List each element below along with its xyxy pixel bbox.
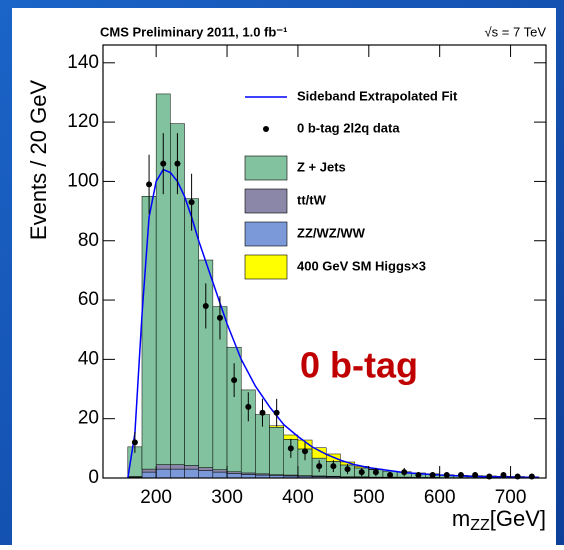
x-tick-label: 700 <box>495 487 527 508</box>
data-point <box>529 474 535 480</box>
legend-data-swatch <box>263 126 269 132</box>
histogram-bar <box>156 469 170 478</box>
data-point <box>430 472 436 478</box>
data-point <box>345 466 351 472</box>
y-tick-label: 100 <box>67 170 99 191</box>
legend-swatch <box>245 189 287 213</box>
x-tick-label: 300 <box>211 487 243 508</box>
data-point <box>415 472 421 478</box>
data-point <box>174 161 180 167</box>
x-axis-label-main: m <box>452 506 470 531</box>
data-point <box>160 161 166 167</box>
data-point <box>231 377 237 383</box>
data-point <box>259 410 265 416</box>
histogram-bar <box>185 199 199 466</box>
y-tick-label: 120 <box>67 111 99 132</box>
y-tick-label: 20 <box>78 408 99 429</box>
legend-label: 400 GeV SM Higgs×3 <box>297 258 426 273</box>
histogram-bar <box>213 472 227 478</box>
histogram-bar <box>185 466 199 470</box>
legend-swatch <box>245 255 287 279</box>
histogram-bar <box>142 196 156 469</box>
y-tick-label: 80 <box>78 230 99 251</box>
data-point <box>274 410 280 416</box>
data-point <box>373 469 379 475</box>
data-point <box>515 474 521 480</box>
legend-label: Z + Jets <box>297 159 346 174</box>
x-tick-label: 600 <box>424 487 456 508</box>
data-point <box>444 472 450 478</box>
legend-swatch <box>245 222 287 246</box>
chart-title: CMS Preliminary 2011, 1.0 fb⁻¹ <box>100 24 288 39</box>
y-axis-label: Events / 20 GeV <box>26 80 51 241</box>
x-axis-label-sub: ZZ <box>470 517 490 534</box>
data-point <box>387 472 393 478</box>
data-point <box>401 469 407 475</box>
subtitle: √s = 7 TeV <box>485 24 547 39</box>
legend-label: ZZ/WZ/WW <box>297 225 366 240</box>
data-point <box>330 463 336 469</box>
histogram-bar <box>227 474 241 478</box>
y-tick-label: 40 <box>78 348 99 369</box>
histogram-bar <box>170 469 184 478</box>
data-point <box>316 463 322 469</box>
histogram-bar <box>199 471 213 478</box>
annotation: 0 b-tag <box>300 345 418 386</box>
y-tick-label: 140 <box>67 52 99 73</box>
data-point <box>359 469 365 475</box>
data-point <box>217 315 223 321</box>
histogram-bar <box>185 469 199 478</box>
legend-label: tt/tW <box>297 192 327 207</box>
histogram-bar <box>156 465 170 469</box>
x-axis-label-unit: [GeV] <box>490 506 546 531</box>
histogram-bar <box>270 427 284 474</box>
x-tick-label: 400 <box>282 487 314 508</box>
data-point <box>486 474 492 480</box>
x-axis-label: mZZ[GeV] <box>452 506 546 534</box>
data-point <box>146 181 152 187</box>
histogram-bar <box>142 472 156 478</box>
y-tick-label: 60 <box>78 289 99 310</box>
y-tick-label: 0 <box>88 467 99 488</box>
histogram-bar <box>213 470 227 472</box>
data-point <box>458 472 464 478</box>
histogram-bar <box>199 468 213 471</box>
legend-label: 0 b-tag 2l2q data <box>297 120 400 135</box>
data-point <box>132 439 138 445</box>
data-point <box>203 303 209 309</box>
legend-label: Sideband Extrapolated Fit <box>297 88 458 103</box>
histogram-bar <box>170 465 184 469</box>
x-tick-label: 200 <box>140 487 172 508</box>
data-point <box>288 445 294 451</box>
data-point <box>472 472 478 478</box>
x-tick-label: 500 <box>353 487 385 508</box>
histogram-bar <box>142 469 156 472</box>
legend-swatch <box>245 156 287 180</box>
data-point <box>189 199 195 205</box>
data-point <box>500 472 506 478</box>
histogram-bar <box>227 472 241 474</box>
data-point <box>245 404 251 410</box>
data-point <box>302 448 308 454</box>
